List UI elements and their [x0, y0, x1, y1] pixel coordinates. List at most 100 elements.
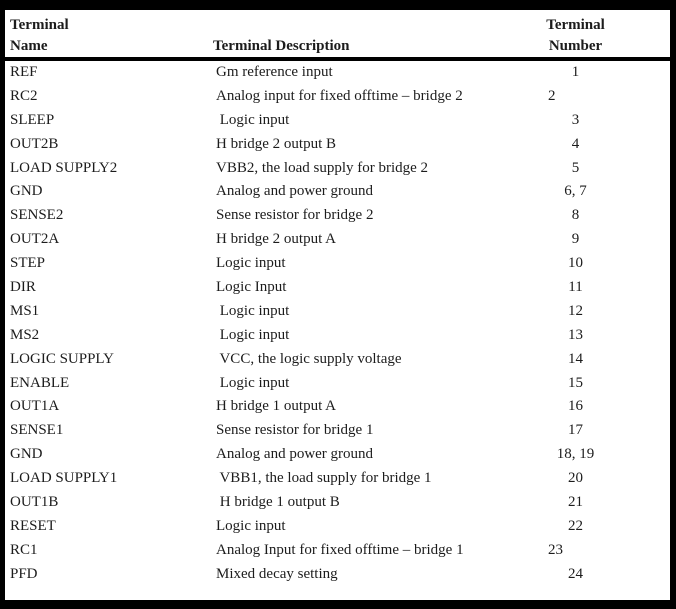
table-row: OUT2A H bridge 2 output A 9 — [5, 228, 670, 252]
terminal-description-cell: VCC, the logic supply voltage — [216, 350, 402, 367]
terminal-name-cell: MS1 — [10, 302, 40, 319]
table-row: DIR Logic Input 11 — [5, 276, 670, 300]
terminal-name-cell: MS2 — [10, 326, 40, 343]
terminal-name-cell: LOAD SUPPLY1 — [10, 470, 118, 487]
terminal-description-cell: Logic input — [216, 111, 290, 128]
terminal-number-cell: 9 — [571, 231, 580, 248]
terminal-description-cell: Gm reference input — [216, 64, 333, 80]
terminal-description-cell: Logic input — [216, 374, 290, 391]
terminal-number-cell: 12 — [568, 302, 583, 319]
header-terminal-description: Terminal Description — [208, 15, 538, 57]
terminal-number-cell: 8 — [571, 207, 580, 224]
terminal-name-cell: REF — [10, 64, 38, 80]
header-terminal-number-line2: Number — [548, 38, 603, 54]
terminal-name-cell: GND — [10, 446, 43, 463]
terminal-description-cell: Sense resistor for bridge 1 — [216, 422, 374, 439]
header-terminal-number: Terminal Number — [538, 15, 613, 57]
terminal-name-cell: LOAD SUPPLY2 — [10, 159, 118, 176]
table-row: STEP Logic input 10 — [5, 252, 670, 276]
terminal-name-cell: OUT1B — [10, 494, 59, 511]
table-row: PFD Mixed decay setting 24 — [5, 563, 670, 587]
terminal-name-cell: ENABLE — [10, 374, 70, 391]
terminal-number-cell: 15 — [568, 374, 583, 391]
table-row: LOAD SUPPLY2 VBB2, the load supply for b… — [5, 157, 670, 181]
terminal-number-cell: 22 — [568, 517, 583, 534]
header-terminal-name: Terminal Name — [5, 15, 208, 57]
table-row: RC1 Analog Input for fixed offtime – bri… — [5, 539, 670, 563]
table-row: MS2 Logic input 13 — [5, 324, 670, 348]
terminal-number-cell: 24 — [568, 565, 583, 582]
terminal-description-cell: Mixed decay setting — [216, 565, 338, 582]
header-terminal-description-line1 — [213, 15, 538, 36]
terminal-description-cell: Analog input for fixed offtime – bridge … — [216, 87, 463, 104]
terminal-description-cell: Logic input — [216, 255, 286, 272]
table-row: SENSE2 Sense resistor for bridge 2 8 — [5, 204, 670, 228]
terminal-number-cell: 14 — [568, 350, 583, 367]
terminal-number-cell: 23 — [548, 541, 563, 558]
table-row: ENABLE Logic input 15 — [5, 372, 670, 396]
terminal-name-cell: GND — [10, 183, 43, 200]
table-row: SLEEP Logic input 3 — [5, 109, 670, 133]
terminal-description-cell: H bridge 2 output B — [216, 135, 336, 152]
header-terminal-name-line1: Terminal — [10, 17, 69, 33]
terminal-description-cell: VBB2, the load supply for bridge 2 — [216, 159, 429, 176]
terminal-description-cell: Logic input — [216, 517, 286, 534]
terminal-number-cell: 20 — [568, 470, 583, 487]
terminal-name-cell: LOGIC SUPPLY — [10, 350, 114, 367]
terminal-name-cell: OUT2B — [10, 135, 59, 152]
terminal-description-cell: H bridge 1 output A — [216, 398, 336, 415]
terminal-name-cell: OUT2A — [10, 231, 60, 248]
table-row: SENSE1 Sense resistor for bridge 1 17 — [5, 419, 670, 443]
terminal-description-cell: Analog Input for fixed offtime – bridge … — [216, 541, 464, 558]
header-terminal-description-line2: Terminal Description — [213, 38, 350, 54]
terminal-number-cell: 16 — [568, 398, 583, 415]
table-row: RC2 Analog input for fixed offtime – bri… — [5, 85, 670, 109]
table-row: REF Gm reference input 1 — [5, 61, 670, 85]
terminal-description-cell: VBB1, the load supply for bridge 1 — [216, 470, 432, 487]
terminal-name-cell: RESET — [10, 517, 56, 534]
terminal-number-cell: 3 — [571, 111, 580, 128]
table-row: RESET Logic input 22 — [5, 515, 670, 539]
terminal-number-cell: 6, 7 — [564, 183, 587, 200]
terminal-description-cell: Logic input — [216, 302, 290, 319]
header-terminal-name-line2: Name — [10, 38, 48, 54]
table-header-row: Terminal Name Terminal Description Termi… — [5, 10, 670, 61]
terminal-number-cell: 21 — [568, 494, 583, 511]
terminal-name-cell: SENSE1 — [10, 422, 64, 439]
terminal-name-cell: RC2 — [10, 87, 38, 104]
table-row: MS1 Logic input 12 — [5, 300, 670, 324]
terminal-name-cell: RC1 — [10, 541, 38, 558]
table-row: GND Analog and power ground 6, 7 — [5, 180, 670, 204]
terminal-name-cell: SLEEP — [10, 111, 55, 128]
terminal-name-cell: STEP — [10, 255, 46, 272]
terminal-number-cell: 2 — [548, 87, 556, 104]
header-terminal-number-line1: Terminal — [546, 17, 605, 33]
terminal-description-cell: Logic input — [216, 326, 290, 343]
table-row: GND Analog and power ground 18, 19 — [5, 443, 670, 467]
terminal-number-cell: 17 — [568, 422, 583, 439]
terminal-number-cell: 10 — [568, 255, 583, 272]
table-row: OUT1A H bridge 1 output A 16 — [5, 395, 670, 419]
terminal-description-cell: Sense resistor for bridge 2 — [216, 207, 374, 224]
terminal-description-cell: Analog and power ground — [216, 183, 374, 200]
terminal-description-cell: Logic Input — [216, 279, 287, 296]
terminal-description-cell: H bridge 1 output B — [216, 494, 340, 511]
terminal-name-cell: DIR — [10, 279, 36, 296]
terminal-name-cell: PFD — [10, 565, 38, 582]
terminal-number-cell: 11 — [568, 279, 583, 296]
terminal-name-cell: OUT1A — [10, 398, 60, 415]
terminal-number-cell: 5 — [571, 159, 580, 176]
table-row: OUT2B H bridge 2 output B 4 — [5, 133, 670, 157]
terminal-number-cell: 18, 19 — [556, 446, 595, 463]
terminal-description-cell: Analog and power ground — [216, 446, 374, 463]
table-body: REF Gm reference input 1 RC2 Analog inpu… — [5, 61, 670, 600]
table-row: LOGIC SUPPLY VCC, the logic supply volta… — [5, 348, 670, 372]
table-row: LOAD SUPPLY1 VBB1, the load supply for b… — [5, 467, 670, 491]
table-row: OUT1B H bridge 1 output B 21 — [5, 491, 670, 515]
terminal-number-cell: 13 — [568, 326, 583, 343]
terminal-description-cell: H bridge 2 output A — [216, 231, 336, 248]
terminal-number-cell: 4 — [571, 135, 580, 152]
terminal-number-cell: 1 — [571, 64, 580, 80]
